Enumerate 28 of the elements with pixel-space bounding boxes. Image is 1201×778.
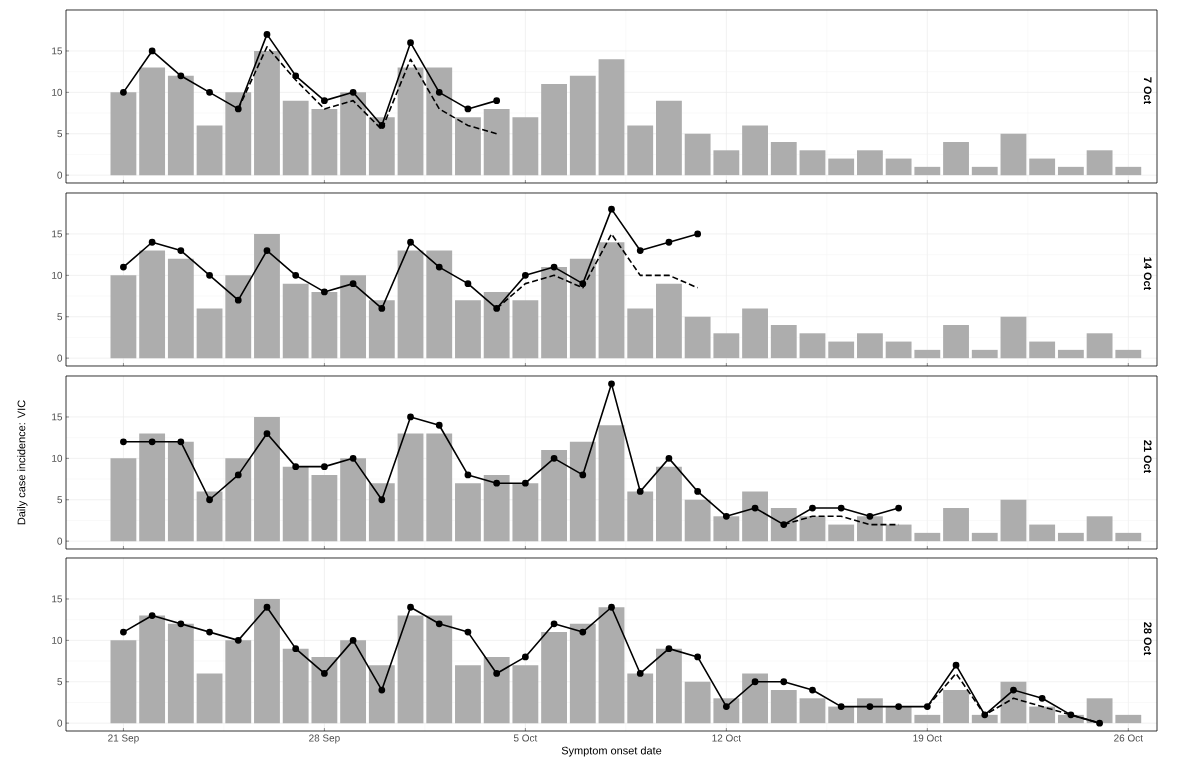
x-tick-label: 5 Oct	[513, 734, 538, 742]
y-tick-label: 0	[57, 171, 63, 179]
text: 28 Oct	[1143, 622, 1152, 656]
y-tick-label: 10	[52, 271, 63, 279]
y-tick-label: 0	[57, 719, 63, 727]
y-tick-label: 15	[52, 230, 63, 238]
y-axis-title: Daily case incidence: VIC	[17, 400, 28, 525]
y-tick-label: 10	[52, 88, 63, 96]
y-tick-label: 15	[52, 595, 63, 603]
y-tick-label: 5	[57, 313, 63, 321]
y-tick-label: 10	[52, 454, 63, 462]
y-tick-label: 15	[52, 413, 63, 421]
y-tick-label: 5	[57, 678, 63, 686]
x-tick-label: 19 Oct	[913, 734, 942, 742]
x-tick-label: 28 Sep	[309, 734, 340, 744]
x-tick-label: 26 Oct	[1114, 734, 1143, 742]
y-tick-label: 5	[57, 130, 63, 138]
text: 14 Oct	[1143, 257, 1152, 291]
y-tick-label: 0	[57, 354, 63, 362]
y-tick-label: 5	[57, 496, 63, 504]
text: 21 Oct	[1143, 440, 1152, 474]
x-axis-title: Symptom onset date	[561, 746, 662, 757]
y-tick-label: 10	[52, 636, 63, 644]
y-tick-label: 0	[57, 537, 63, 545]
text: 7 Oct	[1143, 77, 1152, 105]
x-tick-label: 21 Sep	[108, 734, 139, 744]
y-tick-label: 15	[52, 47, 63, 55]
x-tick-label: 12 Oct	[712, 734, 741, 742]
